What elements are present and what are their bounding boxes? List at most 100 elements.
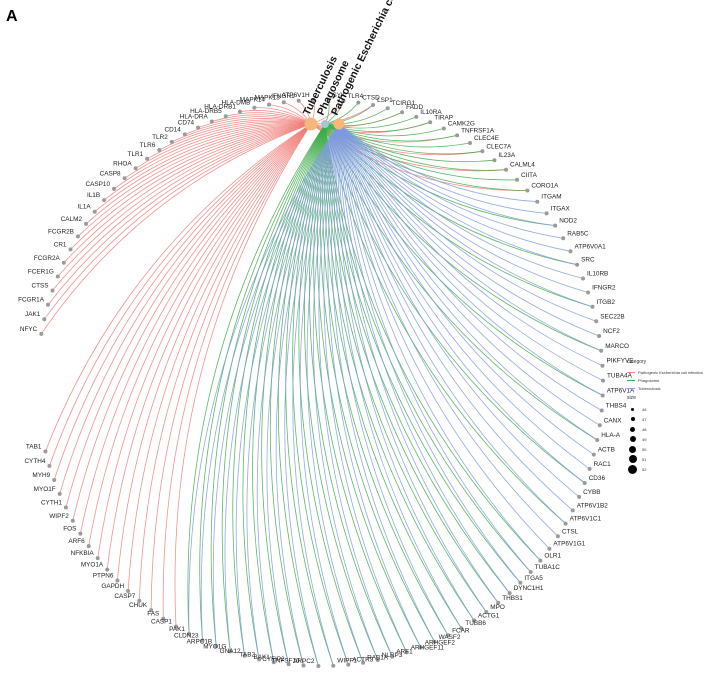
edge-cyth4 <box>49 123 312 467</box>
gene-label-arhgef11: ARHGEF11 <box>411 644 445 651</box>
edge-sec22b <box>338 123 597 322</box>
gene-node-tlr6 <box>157 148 162 152</box>
gene-label-calml4: CALML4 <box>510 162 535 169</box>
gene-label-tuba1c: TUBA1C <box>535 564 561 571</box>
gene-label-actg1: ACTG1 <box>478 612 500 619</box>
gene-label-rac1: RAC1 <box>594 461 611 468</box>
gene-label-cd14: CD14 <box>164 126 181 133</box>
edge-cyfip2 <box>266 123 340 665</box>
gene-node-arf1 <box>390 654 395 659</box>
edge-cr1 <box>70 123 312 250</box>
edge-ptpn6 <box>117 123 312 581</box>
edge-fcgr2b <box>77 123 312 237</box>
gene-label-myo1a: MYO1A <box>81 562 104 569</box>
gene-label-mapk14: MAPK14 <box>240 97 266 104</box>
legend-size-dot <box>631 407 634 411</box>
legend-category-label: Tuberculosis <box>638 385 661 391</box>
edge-nfkbia <box>97 123 312 559</box>
gene-node-clec7a <box>480 149 485 154</box>
gene-node-casp1 <box>174 624 178 629</box>
edge-itgax <box>338 123 547 214</box>
gene-node-arf6 <box>86 544 91 549</box>
edge-olr1 <box>338 123 541 561</box>
gene-node-pak1 <box>187 631 191 636</box>
edge-tubb6 <box>323 123 462 629</box>
gene-node-fas <box>161 616 166 621</box>
gene-label-cd36: CD36 <box>589 475 606 482</box>
gene-label-calm2: CALM2 <box>61 216 83 223</box>
gene-label-cybb: CYBB <box>583 489 600 496</box>
gene-label-nfyc: NFYC <box>20 326 38 333</box>
gene-node-cybb <box>577 494 582 499</box>
gene-node-pikfyve <box>600 363 605 368</box>
edge-rab1a <box>298 123 364 663</box>
gene-label-fas: FAS <box>147 611 159 618</box>
gene-label-arpc1b: ARPC1B <box>187 638 213 645</box>
gene-label-rab1a: RAB1A <box>367 655 389 662</box>
edge-casp1 <box>174 123 312 627</box>
edge-arf6 <box>88 123 312 547</box>
gene-label-chuk: CHUK <box>129 602 148 609</box>
gene-label-fcgr2a: FCGR2A <box>34 255 61 262</box>
gene-label-il1a: IL1A <box>78 204 92 211</box>
gene-label-tab1: TAB1 <box>26 444 42 451</box>
gene-label-wasf2: WASF2 <box>439 634 461 641</box>
gene-label-canx: CANX <box>604 417 622 424</box>
legend-size-label: 48 <box>642 426 647 432</box>
gene-node-nfyc <box>39 331 44 336</box>
legend-size-label: 51 <box>642 456 647 462</box>
gene-node-fcer1g <box>55 274 60 279</box>
gene-node-arhgef2 <box>418 645 423 650</box>
gene-label-marco: MARCO <box>605 343 629 350</box>
edge-arhgef2 <box>316 123 422 648</box>
gene-label-ciita: CIITA <box>521 172 538 179</box>
gene-node-fadd <box>400 110 405 115</box>
gene-label-syk: SYK <box>333 92 347 99</box>
edge-rab1a <box>306 123 364 663</box>
edge-myo1g <box>224 123 340 652</box>
legend-size-dot <box>630 426 635 432</box>
edge-atp6v1a <box>338 123 603 396</box>
gene-label-atp6v1b2: ATP6V1B2 <box>577 502 609 509</box>
gene-node-thbs4 <box>599 408 604 413</box>
edge-fos <box>80 123 312 534</box>
gene-node-myo1f <box>57 491 62 496</box>
gene-node-tuba1c <box>528 570 533 574</box>
gene-node-ifngr1 <box>296 98 301 103</box>
edge-thbs4 <box>338 123 602 411</box>
edge-tlr1 <box>147 122 312 160</box>
gene-node-sec22b <box>594 319 599 324</box>
gene-label-gna12: GNA12 <box>220 648 241 655</box>
gene-node-tab1 <box>43 449 48 454</box>
edge-gna12 <box>232 123 326 656</box>
gene-node-arpc2 <box>316 664 321 668</box>
edge-marco <box>338 123 602 352</box>
gene-label-rhoa: RHOA <box>113 160 132 167</box>
legend-size-label: 46 <box>642 406 647 412</box>
gene-label-wipf1: WIPF1 <box>337 658 357 665</box>
gene-label-il10rb: IL10RB <box>587 271 608 278</box>
gene-label-ncf2: NCF2 <box>603 328 620 335</box>
gene-node-il10rb <box>581 276 585 281</box>
gene-label-nod2: NOD2 <box>559 218 577 225</box>
legend-swatch <box>627 379 635 381</box>
gene-node-mpo <box>484 610 489 614</box>
edge-dync1h1 <box>338 123 510 594</box>
gene-node-tubb6 <box>459 626 464 631</box>
edge-arpc2 <box>284 123 340 667</box>
gene-node-actg1 <box>472 618 476 623</box>
gene-node-hla-drb1 <box>237 109 242 114</box>
gene-label-thbs1: THBS1 <box>502 595 523 602</box>
gene-node-dync1h1 <box>507 591 512 596</box>
gene-label-itga5: ITGA5 <box>524 575 543 582</box>
legend-size-item: 50 <box>627 444 707 454</box>
edge-olr1 <box>324 123 541 561</box>
edge-fcer1g <box>57 123 312 277</box>
legend-size-dot <box>629 436 636 442</box>
edge-ctss <box>52 123 312 291</box>
gene-node-itgam <box>535 199 540 204</box>
gene-label-il10ra: IL10RA <box>420 109 442 116</box>
gene-node-il10ra <box>414 114 419 119</box>
edge-itga5 <box>338 123 521 584</box>
gene-node-clec4e <box>468 141 472 145</box>
